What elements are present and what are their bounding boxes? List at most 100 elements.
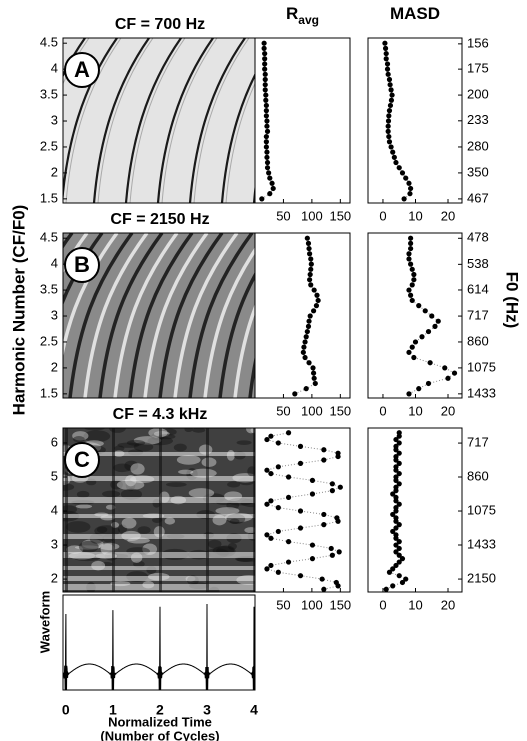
- image-stripe: [63, 233, 119, 358]
- profile-dot: [264, 532, 270, 538]
- profile-dot: [268, 562, 274, 569]
- profile-dot: [390, 566, 396, 572]
- profile-dot: [390, 491, 396, 497]
- profile-dot: [262, 61, 268, 67]
- column-title-main: R: [286, 4, 298, 23]
- profile-dot: [390, 528, 396, 535]
- profile-dot: [390, 149, 396, 155]
- image-stripe: [248, 354, 255, 398]
- profile-dot: [263, 113, 269, 119]
- profile-dot: [387, 82, 393, 88]
- image-blob: [133, 442, 154, 452]
- profile-dot: [432, 323, 438, 329]
- image-blob: [215, 507, 240, 515]
- image-stripe: [265, 233, 327, 398]
- image-blob: [178, 469, 194, 475]
- profile-dot: [393, 494, 399, 501]
- image-blob: [101, 562, 113, 567]
- profile-line: [294, 238, 319, 395]
- x-tick-label: 100: [301, 208, 323, 223]
- y-tick-label: 4: [51, 256, 58, 271]
- profile-dot: [259, 196, 265, 202]
- profile-dot: [419, 334, 425, 340]
- profile-dot: [386, 113, 392, 119]
- image-blob: [73, 435, 85, 443]
- image-blob: [164, 517, 176, 525]
- profile-dot: [269, 180, 275, 186]
- image-blob: [102, 490, 121, 498]
- panel-label-circle: [64, 52, 100, 88]
- profile-dot: [396, 522, 402, 528]
- profile-dot: [309, 477, 316, 483]
- profile-dot: [305, 323, 312, 329]
- profile-dot: [406, 287, 412, 293]
- profile-dot: [336, 549, 342, 555]
- profile-dot: [297, 508, 304, 514]
- profile-dot: [304, 235, 310, 241]
- image-blob: [66, 545, 84, 554]
- profile-dot: [390, 511, 396, 518]
- profile-dot: [385, 118, 392, 124]
- profile-dot: [306, 318, 312, 324]
- x-tick-label: 150: [329, 403, 351, 418]
- profile-dot: [425, 380, 432, 387]
- profile-dot: [275, 528, 281, 535]
- image-blob: [75, 504, 93, 509]
- image-blob: [121, 517, 137, 529]
- profile-dot: [411, 277, 417, 283]
- profile-dot: [329, 552, 335, 558]
- image-blob: [133, 560, 145, 568]
- profile-dot: [451, 370, 458, 376]
- profile-dot: [406, 349, 412, 355]
- image-blob: [158, 434, 176, 440]
- profile-dot: [334, 515, 340, 521]
- profile-dot: [425, 328, 432, 335]
- profile-dot: [268, 470, 274, 477]
- profile-dot: [262, 76, 268, 83]
- image-stripe: [65, 38, 122, 203]
- profile-dot: [409, 297, 415, 304]
- image-stripe: [220, 72, 255, 203]
- profile-dot: [393, 525, 399, 531]
- profile-dot: [435, 318, 441, 324]
- profile-dot: [385, 123, 391, 129]
- y-tick-label: 4.5: [40, 35, 58, 50]
- profile-dot: [383, 56, 389, 62]
- profile-dot: [268, 433, 274, 439]
- profile-dot: [263, 92, 269, 98]
- image-blob: [244, 527, 255, 534]
- profile-dot: [393, 542, 399, 548]
- profile-dot: [388, 144, 394, 150]
- profile-dot: [262, 56, 268, 62]
- profile-dot: [261, 45, 267, 51]
- x-tick-label: 3: [203, 702, 211, 718]
- profile-dot: [429, 313, 435, 319]
- image-stripe: [68, 233, 134, 398]
- y-axis-label: Harmonic Number (CF/F0): [9, 205, 28, 416]
- profile-dot: [399, 579, 406, 586]
- profile-dot: [310, 370, 317, 376]
- waveform-line: [63, 603, 255, 690]
- image-band: [65, 428, 68, 592]
- profile-dot: [393, 532, 399, 538]
- profile-dot: [411, 354, 417, 361]
- panel-title: CF = 4.3 kHz: [113, 406, 208, 423]
- x-tick-label: 20: [441, 403, 455, 418]
- image-blob: [229, 518, 240, 524]
- x-tick-label: 150: [329, 597, 351, 612]
- profile-dot: [396, 165, 402, 171]
- profile-dot: [303, 386, 309, 392]
- image-stripe: [188, 233, 254, 398]
- profile-dot: [393, 453, 399, 460]
- profile-dot: [313, 303, 320, 309]
- image-blob: [162, 428, 177, 436]
- column-title-subscript: avg: [298, 13, 319, 27]
- profile-dot: [321, 586, 327, 592]
- y2-axis-label: F0 (Hz): [503, 272, 522, 329]
- x-tick-label: 50: [276, 208, 290, 223]
- y-tick-label: 3: [51, 536, 58, 551]
- image-stripe: [129, 38, 186, 203]
- spectrogram-image: [63, 38, 255, 203]
- profile-dot: [264, 154, 270, 160]
- profile-dot: [408, 261, 414, 267]
